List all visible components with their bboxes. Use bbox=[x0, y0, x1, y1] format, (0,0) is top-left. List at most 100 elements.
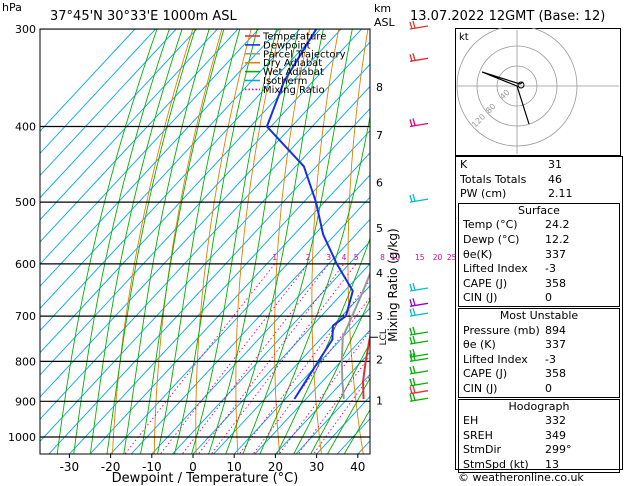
isotherm-line bbox=[40, 63, 370, 420]
wet-adiabat-line bbox=[123, 29, 210, 454]
wet-adiabat-line bbox=[140, 29, 225, 454]
wind-barb bbox=[409, 365, 429, 375]
wet-adiabat-line bbox=[191, 29, 278, 454]
mixing-ratio-line bbox=[238, 279, 370, 454]
wind-barb bbox=[409, 348, 429, 358]
isotherm-line bbox=[40, 29, 342, 354]
wet-adiabat-line bbox=[174, 29, 258, 454]
legend-entry: Wet Adiabat bbox=[263, 67, 324, 78]
hodo-row-sreh: SREH 349 bbox=[463, 428, 566, 442]
wind-barb bbox=[409, 282, 429, 292]
isotherm-line bbox=[192, 263, 370, 454]
legend-entry: Mixing Ratio bbox=[263, 85, 325, 96]
wind-barb bbox=[409, 353, 429, 363]
isotherm-line bbox=[40, 29, 322, 332]
pressure-tick-label: 300 bbox=[15, 23, 36, 36]
isotherm-line bbox=[40, 29, 157, 155]
legend-entry: Isotherm bbox=[263, 76, 307, 87]
wind-barb bbox=[409, 193, 429, 203]
wet-adiabat-line bbox=[276, 237, 370, 454]
surface-row-li: Lifted Index -3 bbox=[463, 262, 556, 276]
dry-adiabat-line bbox=[235, 29, 281, 454]
isotherm-line bbox=[171, 240, 370, 454]
mixing-ratio-label: 5 bbox=[354, 253, 359, 262]
dry-adiabat-line bbox=[112, 29, 194, 454]
km-tick-label: 5 bbox=[376, 222, 383, 235]
temp-tick-label: 10 bbox=[227, 460, 242, 474]
km-tick-label: 1 bbox=[376, 395, 383, 408]
isotherm-line bbox=[109, 174, 370, 454]
temp-tick-label: 0 bbox=[189, 460, 197, 474]
datetime-title: 13.07.2022 12GMT (Base: 12) bbox=[410, 9, 606, 24]
mixing-ratio-line bbox=[297, 354, 370, 454]
dry-adiabat-line bbox=[195, 29, 252, 454]
parcel-trajectory-line bbox=[340, 270, 370, 400]
isotherm-line bbox=[233, 307, 370, 454]
wind-barb bbox=[409, 298, 429, 307]
wet-adiabat-line bbox=[89, 29, 183, 454]
hpa-axis-label: hPa bbox=[2, 1, 22, 14]
surface-row-cape: CAPE (J) 358 bbox=[463, 276, 566, 290]
wet-adiabat-line bbox=[326, 377, 370, 454]
temp-tick-label: -20 bbox=[101, 460, 121, 474]
hodograph-section: Hodograph EH 332 SREH 349 StmDir 299° StmSp… bbox=[458, 398, 620, 474]
mu-row-thetae: θe (K) 337 bbox=[463, 338, 566, 352]
pressure-tick-label: 600 bbox=[15, 258, 36, 271]
dry-adiabat-line bbox=[311, 29, 340, 454]
pressure-tick-label: 500 bbox=[15, 196, 36, 209]
asl-axis-label: ASL bbox=[374, 16, 395, 29]
hodograph-title: Hodograph bbox=[508, 399, 570, 413]
km-axis-label: km bbox=[374, 2, 392, 15]
most-unstable-title: Most Unstable bbox=[499, 308, 579, 322]
pressure-tick-label: 900 bbox=[15, 395, 36, 408]
wet-adiabat-line bbox=[242, 29, 353, 454]
index-row-totals: Totals Totals 46 bbox=[460, 172, 562, 186]
surface-section: Surface Temp (°C) 24.2 Dewp (°C) 12.2 θe(K… bbox=[458, 202, 620, 307]
km-tick-label: 8 bbox=[376, 81, 383, 94]
index-row-k: K 31 bbox=[460, 158, 562, 171]
isotherm-line bbox=[68, 130, 370, 454]
surface-row-temp: Temp (°C) 24.2 bbox=[463, 218, 570, 232]
mixing-ratio-line bbox=[278, 330, 370, 454]
wind-barb bbox=[409, 118, 429, 128]
most-unstable-section: Most Unstable Pressure (mb) 894 θe (K) 337… bbox=[458, 307, 620, 398]
isotherm-line bbox=[130, 196, 370, 454]
isotherm-line bbox=[40, 29, 363, 376]
isotherm-line bbox=[40, 29, 136, 132]
mu-row-cin: CIN (J) 0 bbox=[463, 381, 552, 395]
lcl-label: LCL bbox=[379, 329, 389, 345]
wet-adiabat-line bbox=[157, 29, 241, 454]
km-tick-label: 4 bbox=[376, 267, 383, 280]
temp-tick-label: 30 bbox=[309, 460, 324, 474]
legend-entry: Dry Adiabat bbox=[263, 58, 322, 69]
wind-barb bbox=[409, 326, 429, 336]
location-title: 37°45'N 30°33'E 1000m ASL bbox=[50, 9, 237, 24]
hodograph-kt-label: kt bbox=[459, 32, 469, 43]
legend-entry: Parcel Trajectory bbox=[263, 49, 346, 60]
mixing-ratio-line bbox=[159, 263, 309, 454]
indices-top-table: K 31 Totals Totals 46 PW (cm) 2.11 bbox=[456, 157, 622, 202]
mixing-ratio-label: 4 bbox=[342, 253, 347, 262]
storm-motion-marker bbox=[517, 81, 525, 89]
wind-barb bbox=[409, 377, 429, 387]
mixing-ratio-label: 10 bbox=[391, 253, 401, 262]
isotherm-line bbox=[40, 41, 370, 398]
pressure-tick-label: 400 bbox=[15, 120, 36, 133]
mu-row-li: Lifted Index -3 bbox=[463, 352, 556, 366]
pressure-tick-label: 1000 bbox=[8, 431, 36, 444]
surface-row-dewp: Dewp (°C) 12.2 bbox=[463, 232, 570, 246]
legend-entry: Dewpoint bbox=[263, 40, 311, 51]
wind-barb bbox=[409, 20, 429, 30]
dry-adiabat-line bbox=[153, 29, 223, 454]
isotherm-line bbox=[274, 351, 370, 454]
mixing-ratio-label: 2 bbox=[306, 253, 311, 262]
temp-tick-label: -10 bbox=[142, 460, 162, 474]
mixing-ratio-line bbox=[252, 296, 370, 454]
x-axis-label: Dewpoint / Temperature (°C) bbox=[112, 471, 299, 486]
credit-link[interactable]: © weatheronline.co.uk bbox=[458, 471, 584, 484]
surface-row-cin: CIN (J) 0 bbox=[463, 291, 552, 305]
km-tick-label: 2 bbox=[376, 353, 383, 366]
mixing-ratio-label: 8 bbox=[380, 253, 385, 262]
mixing-ratio-label: 15 bbox=[415, 253, 425, 262]
surface-row-thetae: θe(K) 337 bbox=[463, 247, 566, 261]
